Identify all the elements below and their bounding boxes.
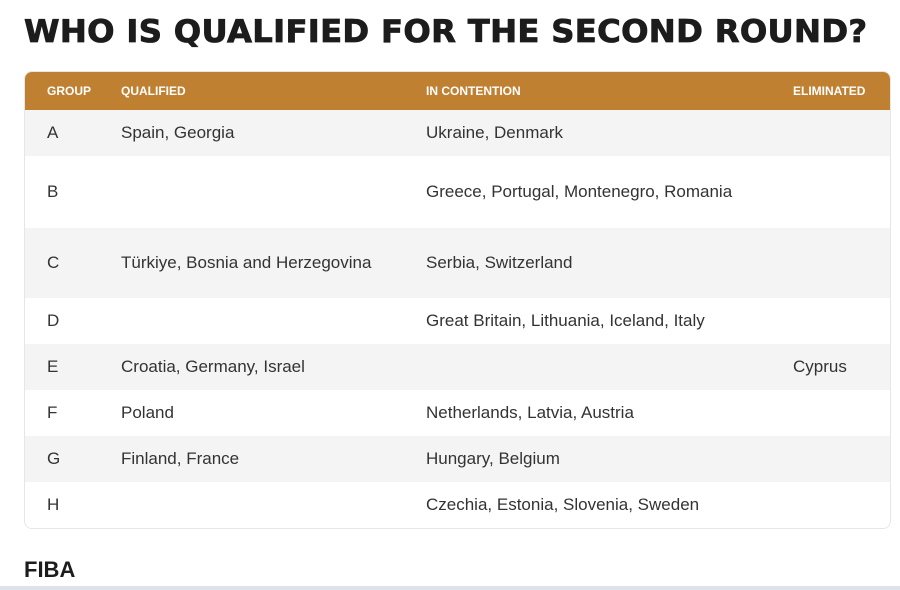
- in-contention-cell: Hungary, Belgium: [426, 449, 560, 468]
- table-row: B Greece, Portugal, Montenegro, Romania: [25, 156, 890, 228]
- in-contention-cell: Great Britain, Lithuania, Iceland, Italy: [426, 311, 705, 330]
- group-cell: H: [47, 495, 60, 514]
- in-contention-cell: Netherlands, Latvia, Austria: [426, 403, 634, 422]
- in-contention-cell: Czechia, Estonia, Slovenia, Sweden: [426, 495, 700, 514]
- group-cell: B: [47, 182, 59, 201]
- group-cell: C: [47, 253, 60, 272]
- page-title: WHO IS QUALIFIED FOR THE SECOND ROUND?: [24, 14, 868, 51]
- table-row: D Great Britain, Lithuania, Iceland, Ital…: [25, 298, 890, 344]
- table-row: A Spain, Georgia Ukraine, Denmark: [25, 110, 890, 156]
- group-cell: A: [47, 123, 59, 142]
- column-header-in-contention: IN CONTENTION: [426, 84, 521, 98]
- qualified-cell: Finland, France: [121, 449, 240, 468]
- table-row: H Czechia, Estonia, Slovenia, Sweden: [25, 482, 890, 528]
- table-row: G Finland, France Hungary, Belgium: [25, 436, 890, 482]
- qualified-cell: Poland: [121, 403, 174, 422]
- qualified-cell: Türkiye, Bosnia and Herzegovina: [121, 253, 372, 272]
- column-header-group: GROUP: [47, 84, 92, 98]
- in-contention-cell: Greece, Portugal, Montenegro, Romania: [426, 182, 733, 201]
- group-cell: E: [47, 357, 59, 376]
- group-cell: D: [47, 311, 60, 330]
- in-contention-cell: Serbia, Switzerland: [426, 253, 573, 272]
- qualified-cell: Spain, Georgia: [121, 123, 235, 142]
- source-label: FIBA: [24, 557, 76, 582]
- group-cell: G: [47, 449, 61, 468]
- qualified-cell: Croatia, Germany, Israel: [121, 357, 305, 376]
- bottom-divider: [0, 586, 900, 590]
- table-row: E Croatia, Germany, Israel Cyprus: [25, 344, 890, 390]
- table-header: GROUP QUALIFIED IN CONTENTION ELIMINATED: [25, 72, 890, 110]
- in-contention-cell: Ukraine, Denmark: [426, 123, 563, 142]
- column-header-eliminated: ELIMINATED: [793, 84, 866, 98]
- eliminated-cell: Cyprus: [793, 357, 847, 376]
- table-row: F Poland Netherlands, Latvia, Austria: [25, 390, 890, 436]
- table-row: C Türkiye, Bosnia and Herzegovina Serbia, …: [25, 228, 890, 298]
- column-header-qualified: QUALIFIED: [121, 84, 186, 98]
- groups-table: GROUP QUALIFIED IN CONTENTION ELIMINATED…: [24, 71, 891, 529]
- group-cell: F: [47, 403, 58, 422]
